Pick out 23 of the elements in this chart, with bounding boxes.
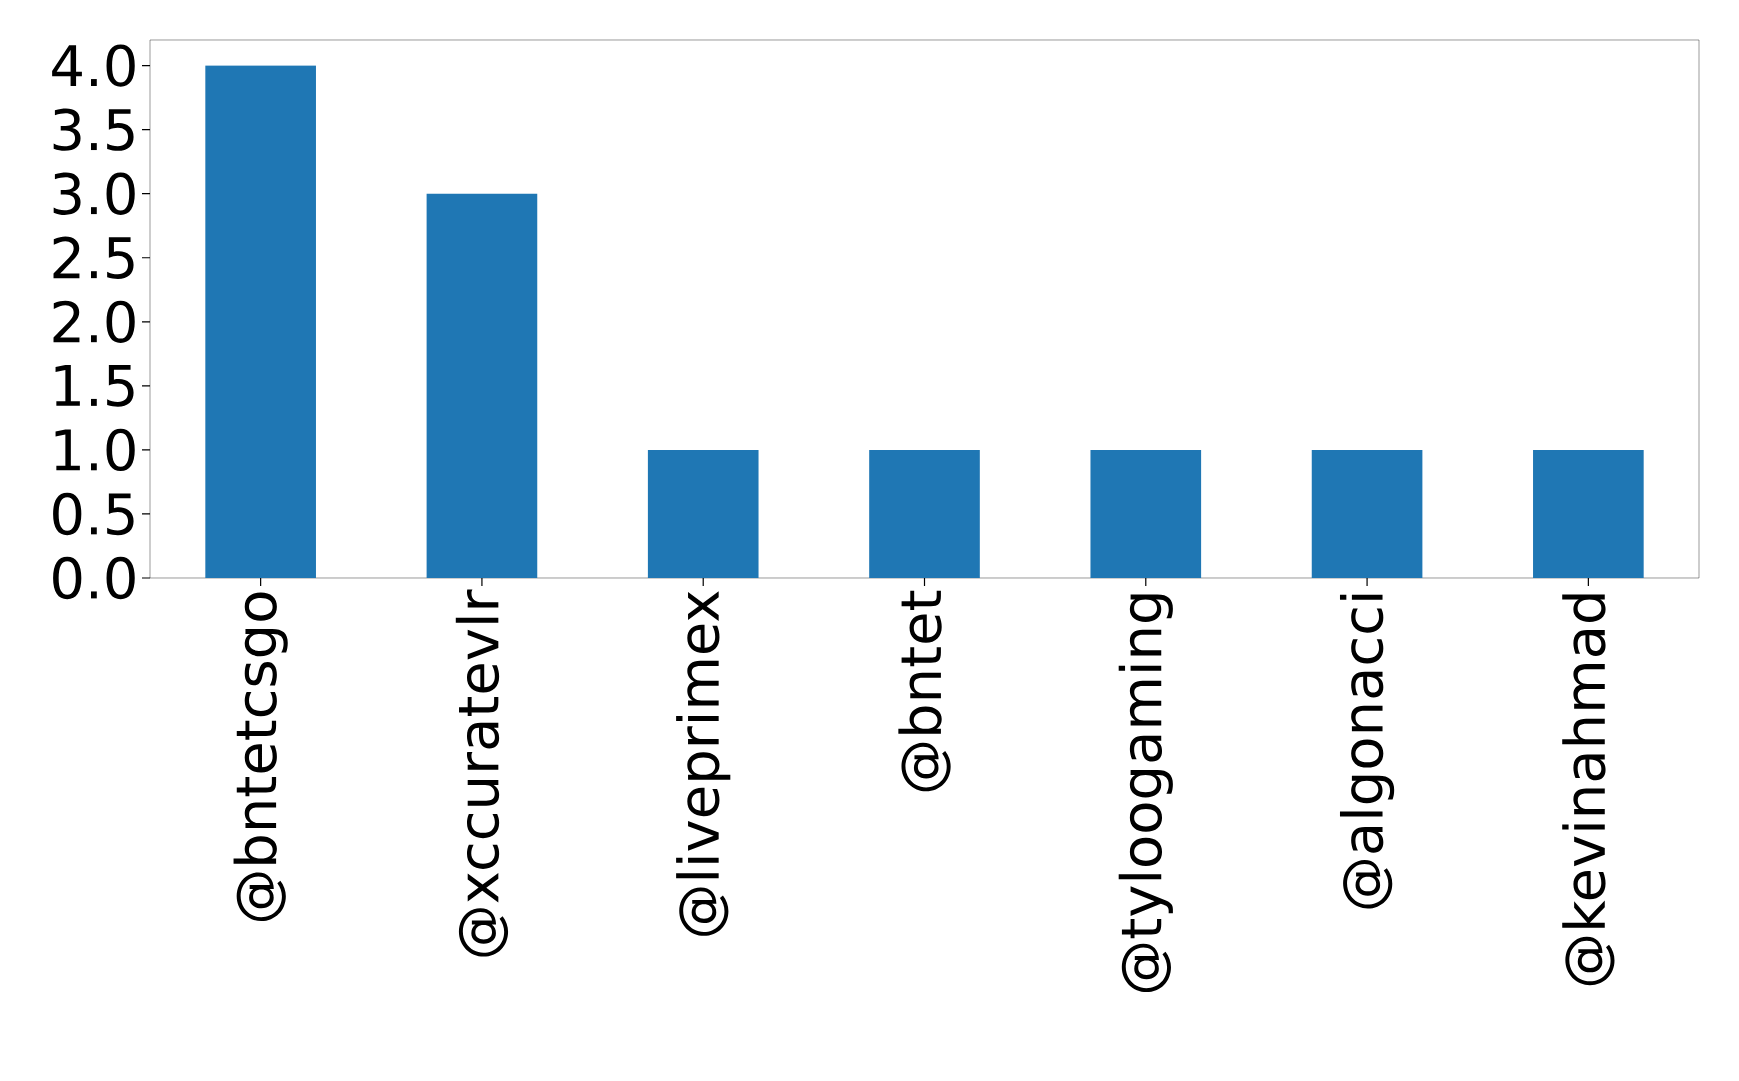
x-tick-label: @bntet (898, 590, 951, 792)
bar (1533, 449, 1644, 578)
y-tick-label: 2.0 (53, 300, 135, 343)
x-tick-label: @kevinahmad (1562, 594, 1615, 986)
bar (647, 449, 759, 578)
y-tick-label: 0.0 (53, 556, 135, 600)
y-tick-label: 3.0 (53, 172, 135, 215)
y-tick-label: 0.5 (53, 492, 134, 536)
y-tick-label: 4.0 (52, 44, 135, 87)
bar (426, 193, 538, 578)
x-tick-label: @xccuratevlr (455, 589, 509, 957)
bar (869, 449, 980, 578)
y-tick-label: 1.5 (55, 365, 134, 407)
x-tick-label: @liveprimex (676, 591, 731, 936)
bar (1090, 449, 1202, 578)
x-tick-label: @tyloogaming (1118, 594, 1173, 993)
bar (205, 65, 316, 578)
y-tick-label: 1.0 (55, 428, 135, 472)
x-tick-label: @algonacci (1339, 594, 1395, 909)
y-tick-label: 3.5 (53, 108, 134, 151)
bar (1311, 449, 1423, 578)
x-tick-label: @bntetcsgo (233, 592, 288, 922)
y-tick-label: 2.5 (53, 236, 134, 279)
